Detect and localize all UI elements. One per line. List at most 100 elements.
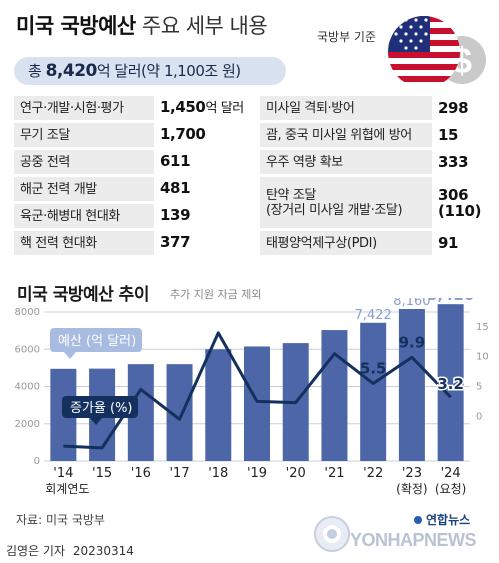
bar: [205, 349, 232, 461]
budget-item-label: 미사일 격퇴·방어: [260, 96, 432, 120]
bar-value-label: 8,160: [393, 298, 430, 309]
flag-and-dollar-icon: $: [386, 10, 490, 94]
x-tick-label: '24: [441, 466, 461, 481]
budget-row-left: 무기 조달 1,700: [14, 123, 206, 147]
source-basis-label: 국방부 기준: [317, 30, 377, 44]
legend-budget-pointer: [64, 352, 76, 359]
y-left-tick-label: 6000: [15, 344, 40, 355]
budget-item-value: 91: [432, 235, 458, 251]
bar: [321, 330, 348, 461]
value-number: 611: [160, 152, 191, 170]
budget-item-label: 탄약 조달 (장거리 미사일 개발·조달): [260, 177, 432, 228]
x-tick-sublabel: (요청): [435, 482, 466, 496]
value-number: 377: [160, 233, 191, 251]
budget-item-label: 우주 역량 확보: [260, 150, 432, 174]
total-budget-badge: 총 8,420억 달러(약 1,100조 원): [14, 57, 286, 85]
x-tick-label: '16: [131, 466, 151, 481]
chart-title: 미국 국방예산 추이: [17, 285, 149, 305]
legend-budget: 예산 (억 달러): [50, 328, 142, 359]
budget-item-value: 481: [154, 179, 191, 198]
author-name: 김영은 기자: [6, 544, 66, 558]
bar-value-label: 8,420: [427, 298, 474, 304]
total-value: 8,420: [45, 61, 98, 81]
budget-item-label: 태평양억제구상(PDI): [260, 231, 432, 255]
value-number: 1,450: [160, 98, 206, 116]
legend-growth-pointer: [90, 418, 102, 425]
budget-item-value: 15: [432, 127, 458, 143]
x-tick-label: '21: [324, 466, 344, 481]
bar-value-label: 7,422: [355, 308, 392, 323]
total-suffix: 억 달러(약 1,100조 원): [96, 62, 241, 80]
line-value-label: 9.9: [399, 333, 426, 351]
value-sub-number: (110): [438, 201, 482, 220]
legend-budget-box: [50, 328, 142, 352]
bar: [360, 322, 387, 461]
legend-growth: 증가율 (%): [62, 396, 138, 425]
legend-growth-text: 증가율 (%): [70, 401, 133, 416]
bar: [244, 346, 270, 461]
chart-note: 추가 지원 자금 제외: [170, 288, 262, 301]
budget-item-value: 377: [154, 233, 191, 252]
x-tick-label: '23: [402, 466, 422, 481]
page-title: 미국 국방예산 주요 세부 내용: [16, 10, 268, 40]
budget-item-label: 연구·개발·시험·평가: [14, 96, 154, 120]
value-unit: 억 달러: [205, 101, 244, 116]
yonhap-logo: 연합뉴스 YONHAPNEWS: [310, 508, 496, 558]
x-tick-label: '15: [92, 466, 112, 481]
budget-item-label: 핵 전력 현대화: [14, 231, 154, 255]
item-label-text: 우주 역량 확보: [266, 154, 343, 170]
value-number: 481: [160, 179, 191, 197]
budget-item-label: 무기 조달: [14, 123, 154, 147]
bar: [398, 309, 425, 461]
y-right-tick-label: 0: [476, 411, 482, 422]
item-label-text: 괌, 중국 미사일 위협에 방어: [266, 127, 412, 143]
line-value-label: 5.5: [360, 360, 387, 378]
y-left-tick-label: 2000: [15, 419, 40, 430]
bar: [437, 304, 464, 461]
value-number: 91: [438, 234, 459, 252]
budget-item-value: 298: [432, 99, 469, 117]
title-sub: 주요 세부 내용: [141, 14, 268, 38]
item-label-text: 미사일 격퇴·방어: [266, 100, 355, 116]
x-tick-label: '17: [169, 466, 189, 481]
x-tick-label: '22: [363, 466, 383, 481]
budget-item-label: 공중 전력: [14, 150, 154, 174]
legend-budget-text: 예산 (억 달러): [58, 334, 136, 349]
budget-item-value: 333: [432, 153, 469, 171]
y-left-tick-label: 0: [34, 456, 40, 467]
budget-row-right: 태평양억제구상(PDI) 91: [260, 231, 458, 255]
budget-row-right: 우주 역량 확보 333: [260, 150, 469, 174]
budget-item-value: 1,700: [154, 125, 206, 144]
y-left-tick-label: 8000: [15, 307, 40, 318]
budget-row-left: 해군 전력 개발 481: [14, 177, 191, 201]
x-tick-label: '20: [286, 466, 306, 481]
budget-item-label: 괌, 중국 미사일 위협에 방어: [260, 123, 432, 147]
publish-date: 20230314: [72, 544, 134, 558]
data-source: 자료: 미국 국방부: [16, 513, 105, 527]
value-number: 1,700: [160, 125, 206, 143]
item-label-text: 태평양억제구상(PDI): [266, 235, 377, 251]
x-tick-sublabel: (확정): [396, 482, 427, 496]
line-value-label: 3.2: [437, 375, 464, 393]
budget-item-value: 139: [154, 207, 191, 225]
x-tick-sublabel: 회계연도: [45, 482, 89, 496]
x-tick-label: '19: [247, 466, 267, 481]
item-sublabel-text: (장거리 미사일 개발·조달): [266, 202, 403, 218]
budget-item-value: 306 (110): [432, 187, 481, 219]
item-label-text: 탄약 조달: [266, 187, 316, 203]
value-number: 306: [438, 185, 469, 204]
value-number: 298: [438, 99, 469, 117]
budget-item-value: 1,450억 달러: [154, 99, 244, 117]
budget-row-right: 탄약 조달 (장거리 미사일 개발·조달) 306 (110): [260, 177, 481, 228]
y-right-tick-label: 5: [476, 382, 482, 393]
budget-row-left: 핵 전력 현대화 377: [14, 231, 191, 255]
total-prefix: 총: [28, 62, 46, 80]
x-tick-label: '18: [208, 466, 228, 481]
budget-item-label: 해군 전력 개발: [14, 177, 154, 201]
budget-row-left: 육군·해병대 현대화 139: [14, 204, 191, 228]
budget-item-label: 육군·해병대 현대화: [14, 204, 154, 228]
value-number: 333: [438, 153, 469, 171]
budget-row-right: 미사일 격퇴·방어 298: [260, 96, 469, 120]
budget-row-left: 공중 전력 611: [14, 150, 191, 174]
